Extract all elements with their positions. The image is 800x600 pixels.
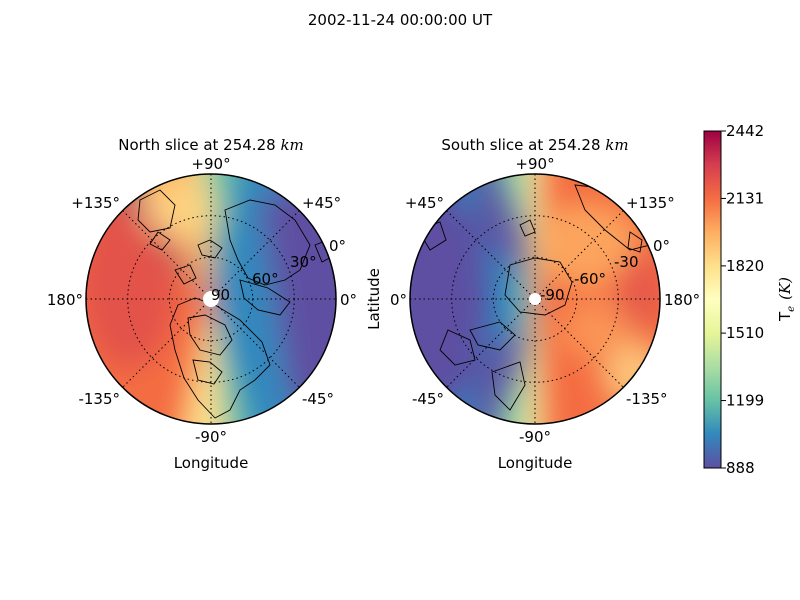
north-graticule: [86, 174, 336, 424]
south-ylabel: Latitude: [365, 268, 383, 330]
colorbar-tick-label: 1510: [726, 324, 764, 342]
colorbar-ticks: 888 1199 1510 1820 2131 2442: [721, 122, 764, 477]
south-lat-label: -90: [540, 286, 565, 304]
north-pole-marker: [203, 291, 219, 307]
north-lon-tick: +90°: [191, 155, 230, 173]
colorbar-label-sub: e: [786, 306, 797, 312]
north-lon-tick: 180°: [47, 291, 83, 309]
colorbar-tick-label: 1199: [726, 392, 764, 410]
south-lon-tick: +135°: [626, 194, 675, 212]
north-lon-tick: 0°: [340, 291, 357, 309]
colorbar-label: Te (K): [776, 277, 797, 322]
north-title-unit: km: [280, 136, 303, 154]
north-title: North slice at 254.28 km: [118, 136, 304, 154]
south-title: South slice at 254.28 km: [441, 136, 628, 154]
colorbar-tick-label: 888: [726, 459, 755, 477]
north-title-prefix: North slice at 254.28: [118, 136, 280, 154]
south-xlabel: Longitude: [498, 454, 573, 472]
north-lon-tick: +135°: [71, 194, 120, 212]
colorbar-tick-label: 2131: [726, 189, 764, 207]
figure-suptitle: 2002-11-24 00:00:00 UT: [308, 11, 493, 29]
south-heatmap: [410, 174, 660, 424]
colorbar: 888 1199 1510 1820 2131 2442 Te (K): [703, 122, 797, 477]
north-lon-tick: -90°: [195, 428, 227, 446]
south-frame: [409, 173, 661, 425]
south-panel: South slice at 254.28 km: [365, 136, 700, 472]
south-lon-tick: 0°: [390, 291, 407, 309]
south-pole-marker: [529, 293, 541, 305]
colorbar-tick-label: 2442: [726, 122, 764, 140]
north-panel: North slice at 254.28 km: [47, 136, 357, 472]
south-title-unit: km: [605, 136, 628, 154]
south-lon-tick: -135°: [626, 390, 668, 408]
colorbar-label-base: T: [776, 311, 794, 322]
north-heatmap: [86, 174, 336, 424]
north-lat-label: 90: [211, 286, 230, 304]
north-lon-tick: -135°: [78, 390, 120, 408]
south-lat-label: -60°: [574, 270, 606, 288]
south-lat-label: -30: [614, 253, 639, 271]
north-lat-label: 30°: [290, 253, 317, 271]
south-lon-tick: -45°: [412, 390, 444, 408]
north-lon-tick: -45°: [302, 390, 334, 408]
south-graticule: [410, 174, 660, 424]
south-lon-tick: +45°: [405, 194, 444, 212]
north-frame: [85, 173, 337, 425]
colorbar-gradient: [703, 130, 722, 469]
south-lon-tick: -90°: [519, 428, 551, 446]
south-title-prefix: South slice at 254.28: [441, 136, 605, 154]
colorbar-label-unit: (K): [776, 277, 794, 300]
north-lon-tick: +45°: [302, 194, 341, 212]
north-xlabel: Longitude: [174, 454, 249, 472]
north-lat-label: 0°: [329, 237, 346, 255]
colorbar-tick-label: 1820: [726, 257, 764, 275]
north-lat-label: 60°: [252, 270, 279, 288]
south-lat-label: 0°: [653, 237, 670, 255]
south-lon-tick: 180°: [664, 291, 700, 309]
south-lon-tick: +90°: [515, 155, 554, 173]
